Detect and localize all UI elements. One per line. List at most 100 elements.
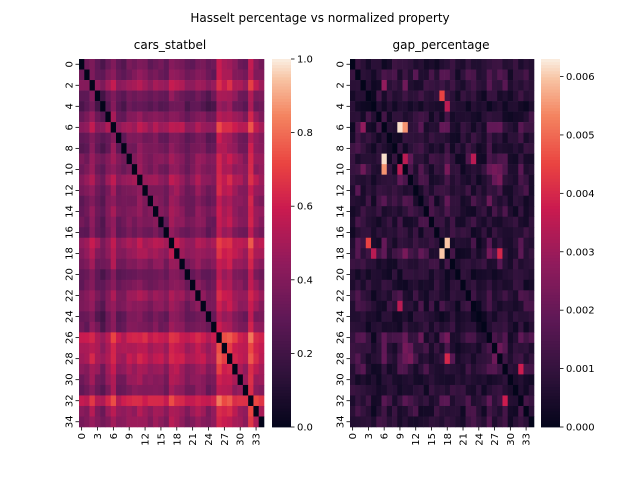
heatmap-cell (195, 111, 201, 123)
y-tick-label: 0 (65, 61, 76, 67)
heatmap-cell (89, 279, 96, 291)
heatmap-cell (518, 374, 524, 386)
colorbar-segment (272, 144, 291, 149)
heatmap-cell (110, 185, 117, 196)
heatmap-cell (253, 164, 260, 175)
heatmap-cell (460, 332, 466, 344)
heatmap-cell (397, 132, 403, 144)
y-tick-label: 34 (65, 415, 76, 428)
heatmap-cell (163, 174, 170, 186)
heatmap-cell (397, 311, 403, 323)
heatmap-cell (200, 164, 207, 175)
heatmap-cell (105, 237, 112, 249)
heatmap-cell (397, 384, 403, 396)
heatmap-cell (84, 216, 90, 228)
heatmap-cell (168, 111, 175, 123)
heatmap-cell (153, 405, 159, 417)
heatmap-cell (449, 122, 456, 133)
heatmap-cell (460, 395, 466, 407)
heatmap-cell (163, 290, 170, 302)
heatmap-cell (184, 111, 191, 123)
heatmap-cell (528, 143, 535, 154)
heatmap-cell (158, 416, 164, 428)
heatmap-cell (413, 101, 419, 112)
heatmap-cell (470, 321, 477, 333)
heatmap-cell (237, 395, 244, 407)
heatmap-cell (413, 206, 419, 218)
heatmap-cell (221, 374, 228, 386)
colorbar-tick-label: 0.005 (566, 130, 595, 141)
heatmap-cell (126, 164, 133, 175)
heatmap-cell (94, 122, 101, 133)
heatmap-cell (184, 59, 191, 70)
heatmap-cell (200, 59, 207, 70)
heatmap-cell (147, 384, 154, 396)
y-tick-label: 6 (64, 124, 75, 130)
heatmap-cell (360, 374, 367, 386)
heatmap-cell (507, 321, 514, 333)
heatmap-cell (376, 69, 382, 81)
heatmap-cell (371, 321, 377, 333)
heatmap-cell (486, 279, 493, 291)
heatmap-cell (211, 290, 217, 302)
heatmap-cell (94, 405, 101, 417)
heatmap-cell (179, 332, 186, 344)
y-tick-label: 2 (65, 82, 76, 88)
heatmap-cell (528, 237, 535, 249)
heatmap-cell (221, 101, 228, 112)
heatmap-cell (147, 216, 154, 228)
heatmap-cell (89, 258, 96, 270)
heatmap-cell (413, 300, 419, 312)
heatmap-cell (402, 416, 409, 428)
colorbar-segment (541, 181, 560, 186)
heatmap-cell (216, 174, 223, 186)
heatmap-cell (528, 59, 535, 70)
heatmap-cell (371, 216, 377, 228)
heatmap-cell (491, 111, 498, 123)
heatmap-cell (237, 311, 244, 323)
heatmap-cell (221, 164, 228, 175)
heatmap-cell (216, 395, 223, 407)
heatmap-cell (502, 111, 509, 123)
heatmap-cell (460, 227, 466, 239)
heatmap-cell (142, 300, 149, 312)
heatmap-cell (221, 405, 228, 417)
heatmap-cell (168, 300, 175, 312)
heatmap-cell (423, 374, 430, 386)
heatmap-cell (402, 363, 409, 375)
heatmap-cell (476, 300, 482, 312)
heatmap-cell (89, 216, 96, 228)
heatmap-cell (147, 279, 154, 291)
heatmap-cell (439, 101, 445, 112)
heatmap-cell (174, 227, 180, 239)
heatmap-cell (126, 332, 133, 344)
heatmap-cell (168, 143, 175, 154)
heatmap-cell (153, 300, 159, 312)
colorbar-segment (272, 310, 291, 314)
heatmap-cell (376, 80, 382, 91)
heatmap-cell (455, 90, 461, 102)
heatmap-cell (470, 353, 477, 365)
heatmap-cell (491, 153, 498, 165)
heatmap-cell (211, 332, 217, 344)
heatmap-cell (121, 258, 127, 270)
heatmap-cell (402, 101, 409, 112)
heatmap-cell (502, 122, 509, 133)
heatmap-cell (131, 69, 138, 81)
colorbar-segment (272, 368, 291, 373)
heatmap-cell (179, 153, 186, 165)
heatmap-cell (242, 153, 249, 165)
heatmap-cell (174, 185, 180, 196)
heatmap-cell (528, 80, 535, 91)
heatmap-cell (418, 405, 424, 417)
heatmap-cell (221, 111, 228, 123)
colorbar-segment (272, 212, 291, 216)
heatmap-cell (460, 279, 466, 291)
heatmap-cell (211, 80, 217, 91)
heatmap-cell (470, 258, 477, 270)
colorbar-segment (272, 295, 291, 299)
heatmap-cell (371, 395, 377, 407)
heatmap-cell (507, 59, 514, 70)
heatmap-cell (79, 174, 85, 186)
